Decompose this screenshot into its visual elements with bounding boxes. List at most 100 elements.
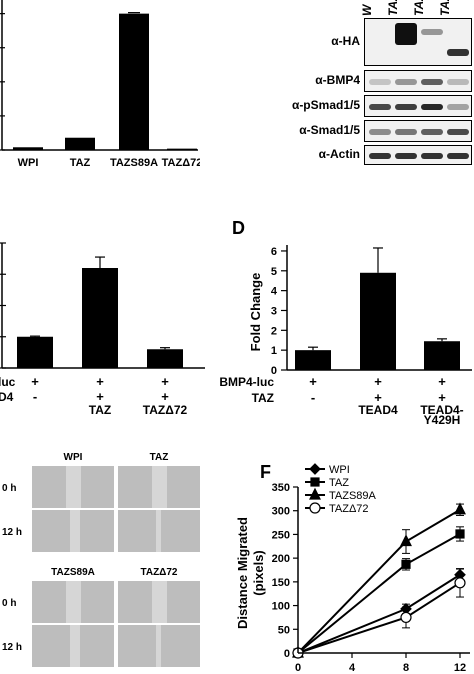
panel-c-bar: [147, 349, 183, 368]
panel-f-data-point: [454, 502, 466, 515]
blot-band: [447, 104, 469, 110]
panel-d-bar: [424, 341, 460, 370]
blot-row-label: α-Actin: [318, 147, 360, 161]
micrograph-row-label: 12 h: [2, 527, 23, 538]
panel-c-row1-value: +: [96, 374, 104, 389]
panel-f-legend-marker: [309, 502, 321, 514]
panel-f-y-axis-label-units: (pixels): [251, 550, 266, 596]
panel-e-micrographs: WPI TAZ 0 h 12 h TAZS89A TAZΔ72 0 h 12 h: [0, 440, 232, 674]
panel-f-y-tick-label: 300: [272, 506, 290, 518]
panel-d-y-tick-label: 0: [271, 365, 277, 377]
micrograph-column-label: TAZ: [149, 452, 169, 463]
panel-f-legend-marker: [309, 463, 321, 475]
panel-d-y-tick-label: 6: [271, 246, 277, 258]
panel-f-data-point: [400, 611, 412, 624]
blot-band: [447, 153, 469, 159]
panel-a-category-label: WPI: [18, 157, 39, 169]
panel-f-y-tick-label: 350: [272, 482, 290, 494]
panel-d-bar: [295, 350, 331, 370]
blot-band: [421, 79, 443, 85]
panel-c-row1-label: luc: [0, 375, 16, 389]
blot-band: [369, 79, 391, 85]
blot-row-image: [364, 18, 472, 66]
panel-f-legend-marker: [309, 487, 321, 500]
micrograph-column-label: TAZS89A: [51, 567, 95, 578]
panel-a-category-label: TAZ: [70, 157, 91, 169]
panel-d-row2-value: +: [438, 390, 446, 405]
blot-band: [369, 104, 391, 110]
blot-band: [395, 104, 417, 110]
panel-c-bar: [17, 336, 53, 368]
micrograph-image: [118, 466, 200, 508]
micrograph-row-label: 0 h: [2, 598, 17, 609]
panel-d-bar: [360, 272, 396, 370]
panel-letter-d: D: [232, 218, 245, 238]
blot-band: [421, 153, 443, 159]
panel-d-y-tick-label: 1: [271, 345, 277, 357]
blot-row-label: α-BMP4: [315, 73, 360, 87]
panel-f-x-tick-label: 4: [349, 662, 356, 674]
micrograph-column-label: WPI: [63, 452, 83, 463]
panel-c-row3-value: TAZ: [89, 403, 111, 417]
panel-f-y-tick-label: 100: [272, 601, 290, 613]
panel-f-x-tick-label: 12: [454, 662, 466, 674]
panel-d-row2-label: TAZ: [252, 391, 274, 405]
panel-f-y-tick-label: 150: [272, 577, 290, 589]
panel-a-bar: [13, 147, 43, 150]
blot-band: [369, 153, 391, 159]
panel-d-y-tick-label: 2: [271, 325, 277, 337]
panel-f-legend-label: WPI: [329, 464, 350, 476]
blot-row-label: α-pSmad1/5: [291, 98, 360, 112]
panel-a-category-label: TAZS89A: [110, 157, 158, 169]
panel-d-row2-value: +: [374, 390, 382, 405]
panel-f-data-point: [454, 577, 466, 589]
panel-f-y-tick-label: 50: [278, 624, 290, 636]
panel-f-legend-marker: [310, 477, 320, 487]
panel-f-x-tick-label: 0: [295, 662, 301, 674]
blot-lane-label: W: [360, 4, 374, 16]
blot-lane-label: TAZ: [438, 0, 452, 16]
blot-band: [421, 129, 443, 135]
blot-row-image: [364, 145, 472, 165]
blot-row-image: [364, 95, 472, 117]
panel-d-row1-label: BMP4-luc: [219, 375, 274, 389]
panel-f-chart: Distance Migrated (pixels) 0 50 100 150 200 2…: [235, 463, 470, 674]
blot-row-label: α-HA: [331, 34, 360, 48]
blot-band: [395, 129, 417, 135]
panel-d-y-tick-label: 5: [271, 266, 277, 278]
panel-f-y-tick-label: 200: [272, 553, 290, 565]
panel-f-legend-label: TAZS89A: [329, 490, 377, 502]
panel-f-data-point: [400, 534, 412, 547]
blot-lane-label: TAZ: [386, 0, 400, 16]
panel-f-y-tick-label: 250: [272, 529, 290, 541]
blot-row-image: [364, 120, 472, 142]
panel-f-series-line: [297, 533, 461, 654]
panel-d-row1-value: +: [374, 374, 382, 389]
panel-c-row2-value: +: [161, 389, 169, 404]
panel-f-series-line: [297, 508, 461, 654]
micrograph-image: [32, 581, 114, 623]
blot-band: [447, 49, 469, 56]
panel-letter-f: F: [260, 462, 271, 482]
panel-c-row1-value: +: [161, 374, 169, 389]
blot-band: [447, 79, 469, 85]
blot-lane-label: TAZ: [412, 0, 426, 16]
micrograph-image: [118, 625, 200, 667]
panel-d-row2-value: -: [311, 390, 315, 405]
panel-c-row2-value: -: [33, 389, 37, 404]
panel-d-row3-value: TEAD4: [358, 403, 398, 417]
blot-band: [421, 29, 443, 35]
panel-c-row1-value: +: [31, 374, 39, 389]
panel-f-y-axis-label: Distance Migrated: [235, 517, 250, 629]
panel-d-y-tick-label: 4: [271, 286, 278, 298]
panel-a-chart: WPI TAZ TAZS89A TAZΔ72: [0, 0, 200, 169]
micrograph-row-label: 12 h: [2, 642, 23, 653]
panel-a-category-label: TAZΔ72: [162, 157, 200, 169]
panel-b-western-blot: W TAZ TAZ TAZ α-HA α-BMP4 α-pSmad1/5 α-Smad1/5…: [280, 0, 474, 170]
panel-f-legend-label: TAZΔ72: [329, 503, 369, 515]
blot-band: [369, 129, 391, 135]
panel-c-row2-value: +: [96, 389, 104, 404]
micrograph-row-label: 0 h: [2, 483, 17, 494]
panel-a-bar: [65, 137, 95, 150]
micrograph-image: [32, 625, 114, 667]
